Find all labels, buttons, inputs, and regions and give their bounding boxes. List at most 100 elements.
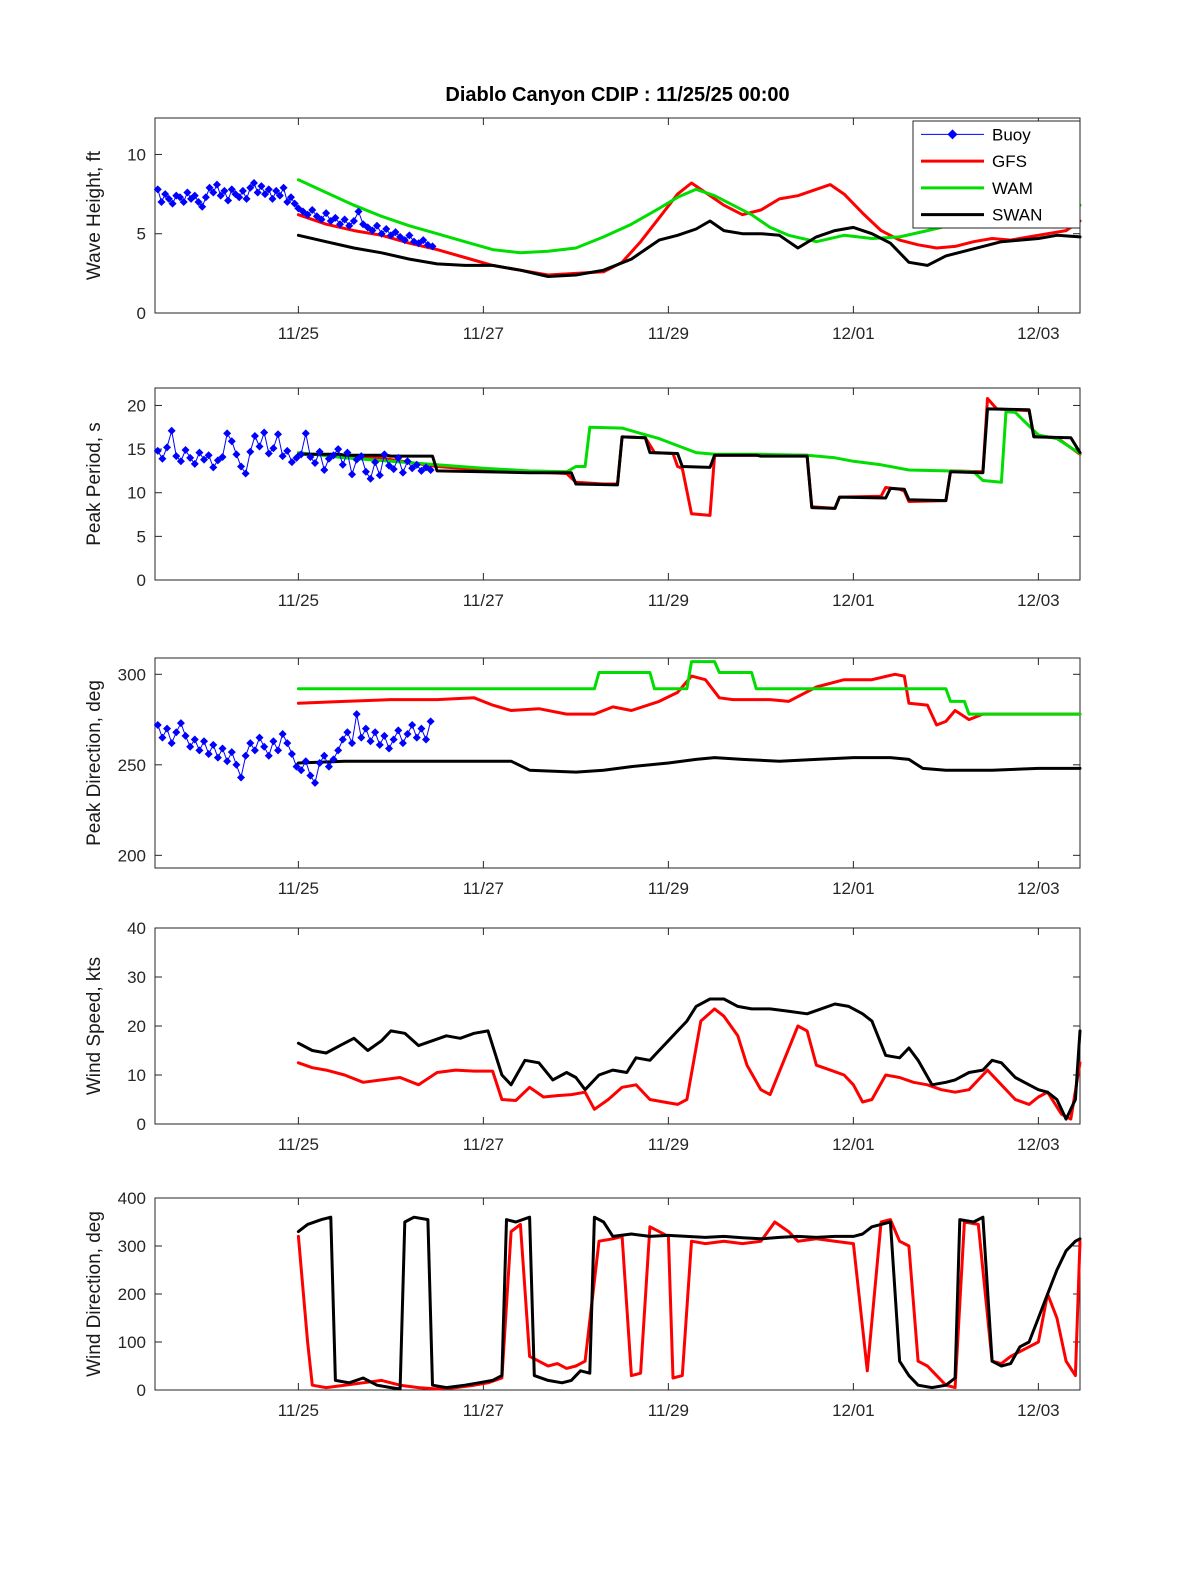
x-tick-label: 11/25 bbox=[278, 324, 319, 343]
buoy-marker bbox=[183, 188, 192, 197]
buoy-marker bbox=[297, 450, 306, 459]
x-tick-label: 12/03 bbox=[1017, 591, 1060, 610]
buoy-marker bbox=[368, 226, 377, 235]
y-tick-label: 40 bbox=[127, 919, 146, 938]
buoy-marker bbox=[261, 190, 270, 199]
y-tick-label: 200 bbox=[118, 846, 146, 865]
buoy-marker bbox=[238, 186, 247, 195]
buoy-marker bbox=[371, 458, 380, 467]
buoy-marker bbox=[268, 194, 277, 203]
buoy-marker bbox=[380, 450, 389, 459]
buoy-marker bbox=[153, 185, 162, 194]
buoy-marker bbox=[375, 471, 384, 480]
x-tick-label: 12/01 bbox=[832, 1135, 875, 1154]
y-tick-label: 0 bbox=[137, 1381, 146, 1400]
buoy-marker bbox=[232, 760, 241, 769]
buoy-marker bbox=[371, 728, 380, 737]
buoy-marker bbox=[212, 180, 221, 189]
buoy-marker bbox=[158, 733, 167, 742]
buoy-marker bbox=[220, 186, 229, 195]
y-tick-label: 300 bbox=[118, 1237, 146, 1256]
buoy-marker bbox=[223, 757, 232, 766]
x-tick-label: 11/27 bbox=[463, 324, 504, 343]
buoy-marker bbox=[224, 196, 233, 205]
buoy-marker bbox=[366, 737, 375, 746]
legend-marker-buoy bbox=[947, 129, 958, 140]
gfs-line bbox=[296, 1007, 1082, 1121]
panel-3: 200 250 300 11/25 11/27 11/29 12/01 12/03 Peak D… bbox=[84, 657, 1082, 898]
y-tick-label: 15 bbox=[127, 440, 146, 459]
y-tick-label: 30 bbox=[127, 968, 146, 987]
buoy-marker bbox=[275, 191, 284, 200]
legend-label-wam: WAM bbox=[992, 179, 1033, 198]
buoy-marker bbox=[181, 731, 190, 740]
y-tick-label: 0 bbox=[137, 304, 146, 323]
buoy-marker bbox=[324, 454, 333, 463]
x-tick-label: 11/27 bbox=[463, 591, 504, 610]
buoy-marker bbox=[283, 446, 292, 455]
buoy-marker bbox=[176, 719, 185, 728]
buoy-marker bbox=[213, 456, 222, 465]
buoy-marker bbox=[218, 744, 227, 753]
y-axis-label: Wave Height, ft bbox=[84, 150, 105, 280]
buoy-marker bbox=[315, 447, 324, 456]
buoy-marker bbox=[190, 735, 199, 744]
buoy-marker bbox=[366, 474, 375, 483]
buoy-marker bbox=[260, 428, 269, 437]
x-tick-label: 11/29 bbox=[648, 591, 689, 610]
buoy-marker bbox=[274, 746, 283, 755]
buoy-marker bbox=[227, 748, 236, 757]
buoy-marker bbox=[283, 198, 292, 207]
buoy-marker bbox=[361, 724, 370, 733]
legend-box bbox=[912, 120, 1081, 229]
buoy-marker bbox=[172, 452, 181, 461]
y-tick-label: 250 bbox=[118, 756, 146, 775]
buoy-marker bbox=[172, 728, 181, 737]
panel-2: 0 5 10 15 20 11/25 11/27 11/29 12/01 12/03 Peak Pe… bbox=[84, 387, 1082, 610]
buoy-marker bbox=[428, 242, 437, 251]
swan-line bbox=[296, 219, 1082, 278]
y-tick-label: 400 bbox=[118, 1189, 146, 1208]
buoy-marker bbox=[272, 186, 281, 195]
legend: Buoy GFS WAM SWAN bbox=[912, 120, 1081, 229]
legend-label-buoy: Buoy bbox=[992, 125, 1031, 144]
buoy-marker bbox=[153, 720, 162, 729]
buoy-marker bbox=[345, 221, 354, 230]
buoy-marker bbox=[190, 191, 199, 200]
x-tick-label: 11/29 bbox=[648, 1135, 689, 1154]
x-tick-label: 11/29 bbox=[648, 324, 689, 343]
buoy-marker bbox=[322, 209, 331, 218]
buoy-marker bbox=[375, 740, 384, 749]
y-tick-label: 10 bbox=[127, 145, 146, 164]
buoy-marker bbox=[241, 469, 250, 478]
buoy-marker bbox=[405, 231, 414, 240]
buoy-marker bbox=[163, 724, 172, 733]
panel-4: 0 10 20 30 40 11/25 11/27 11/29 12/01 12/03 Wind S… bbox=[84, 919, 1082, 1154]
y-axis-label: Peak Direction, deg bbox=[84, 680, 105, 846]
buoy-marker bbox=[320, 466, 329, 475]
buoy-marker bbox=[311, 459, 320, 468]
buoy-marker bbox=[200, 737, 209, 746]
buoy-marker bbox=[253, 188, 262, 197]
swan-line bbox=[296, 407, 1082, 510]
x-tick-label: 11/29 bbox=[648, 879, 689, 898]
buoy-marker bbox=[334, 746, 343, 755]
buoy-marker bbox=[269, 737, 278, 746]
buoy-marker bbox=[292, 762, 301, 771]
buoy-marker bbox=[352, 455, 361, 464]
buoy-marker bbox=[264, 449, 273, 458]
buoy-marker bbox=[209, 463, 218, 472]
x-tick-label: 12/01 bbox=[832, 591, 875, 610]
x-tick-label: 12/01 bbox=[832, 1401, 875, 1420]
y-tick-label: 5 bbox=[137, 225, 146, 244]
buoy-marker bbox=[198, 202, 207, 211]
y-tick-label: 200 bbox=[118, 1285, 146, 1304]
x-tick-label: 12/01 bbox=[832, 879, 875, 898]
buoy-marker bbox=[357, 452, 366, 461]
buoy-marker bbox=[338, 735, 347, 744]
buoy-marker bbox=[241, 751, 250, 760]
buoy-marker bbox=[235, 193, 244, 202]
buoy-marker bbox=[227, 185, 236, 194]
